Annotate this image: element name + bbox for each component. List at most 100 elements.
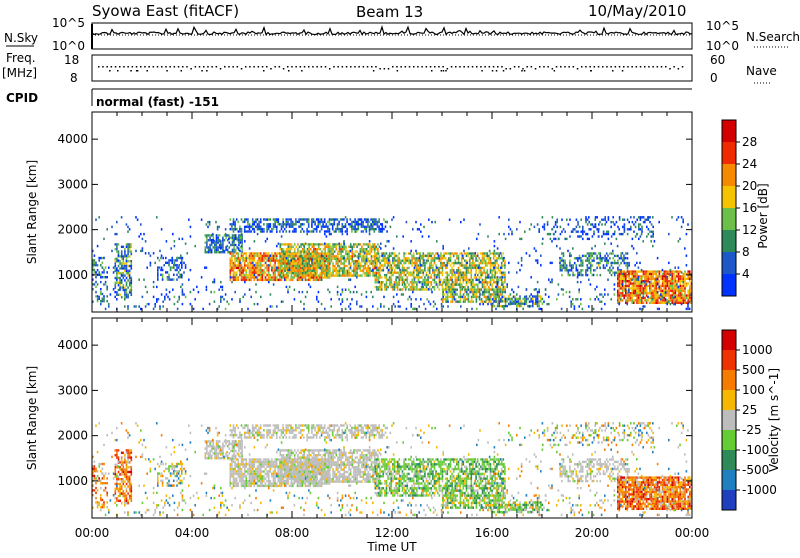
power-cell — [294, 270, 296, 272]
power-cell — [218, 289, 220, 291]
power-cell — [263, 274, 265, 276]
power-cell — [482, 260, 484, 262]
power-cell — [552, 216, 554, 218]
power-cell — [461, 260, 463, 262]
power-cell — [652, 278, 654, 280]
power-cell — [360, 265, 362, 267]
power-cell — [495, 264, 497, 266]
power-cell — [405, 286, 407, 288]
power-cell — [492, 303, 494, 305]
power-cell — [623, 275, 625, 277]
power-cell — [399, 257, 401, 259]
power-cell — [447, 286, 449, 288]
power-cell — [372, 248, 374, 250]
power-cell — [490, 296, 492, 298]
power-cell — [441, 298, 443, 300]
power-cell — [684, 278, 686, 280]
power-cell — [402, 284, 404, 286]
power-cell — [399, 305, 401, 307]
power-cell — [445, 284, 447, 286]
power-cell — [604, 233, 606, 235]
freq-dot — [169, 66, 171, 68]
power-cell — [118, 259, 120, 261]
power-cell — [299, 265, 301, 267]
power-cell — [287, 221, 289, 223]
power-cell — [498, 267, 500, 269]
power-cell — [442, 255, 444, 257]
power-cell — [258, 272, 260, 274]
power-cell — [453, 274, 455, 276]
power-cell — [364, 218, 366, 220]
power-cell — [392, 284, 394, 286]
power-cell — [675, 292, 677, 294]
power-cell — [472, 252, 474, 254]
power-cell — [681, 303, 683, 305]
power-cell — [145, 240, 147, 242]
power-cell — [351, 230, 353, 232]
power-cell — [292, 253, 294, 255]
power-cell — [181, 259, 183, 261]
power-cell — [379, 267, 381, 269]
power-cell — [638, 294, 640, 296]
power-cell — [262, 264, 264, 266]
power-cell — [439, 274, 441, 276]
power-cell — [353, 243, 355, 245]
power-cell — [340, 243, 342, 245]
power-cell — [304, 250, 306, 252]
power-cell — [263, 228, 265, 230]
power-cell — [402, 272, 404, 274]
power-cell — [280, 246, 282, 248]
power-cell — [378, 281, 380, 283]
power-cell — [657, 308, 659, 310]
power-cell — [148, 252, 150, 254]
power-cell — [655, 292, 657, 294]
power-cell — [479, 257, 481, 259]
freq-dot — [644, 66, 646, 68]
power-cell — [519, 298, 521, 300]
power-cell — [375, 221, 377, 223]
power-cell — [561, 257, 563, 259]
power-cell — [380, 305, 382, 307]
power-cell — [286, 250, 288, 252]
power-cell — [632, 221, 634, 223]
power-cell — [254, 240, 256, 242]
power-cell — [587, 267, 589, 269]
power-cell — [518, 303, 520, 305]
power-cell — [148, 303, 150, 305]
nave-dot — [481, 70, 483, 72]
power-cell — [329, 258, 331, 260]
power-cell — [234, 226, 236, 228]
power-cell — [450, 252, 452, 254]
power-cell — [299, 270, 301, 272]
power-cell — [423, 259, 425, 261]
power-cell — [332, 255, 334, 257]
power-cell — [610, 298, 612, 300]
power-cell — [360, 255, 362, 257]
power-cell — [338, 221, 340, 223]
power-cell — [620, 270, 622, 272]
power-cell — [522, 303, 524, 305]
power-cell — [364, 243, 366, 245]
power-cell — [115, 270, 117, 272]
power-cell — [326, 272, 328, 274]
power-cell — [268, 260, 270, 262]
power-cell — [673, 287, 675, 289]
power-cell — [612, 216, 614, 218]
power-cell — [263, 223, 265, 225]
power-cell — [590, 252, 592, 254]
power-cell — [173, 259, 175, 261]
power-cell — [442, 291, 444, 293]
power-cell — [124, 279, 126, 281]
power-cell — [336, 262, 338, 264]
power-cell — [383, 228, 385, 230]
power-cell — [303, 218, 305, 220]
power-cell — [452, 301, 454, 303]
power-cell — [662, 285, 664, 287]
power-cell — [358, 253, 360, 255]
power-cell — [268, 264, 270, 266]
power-cell — [635, 270, 637, 272]
power-cell — [592, 223, 594, 225]
power-cell — [376, 276, 378, 278]
power-cell — [131, 294, 133, 296]
power-cell — [604, 260, 606, 262]
